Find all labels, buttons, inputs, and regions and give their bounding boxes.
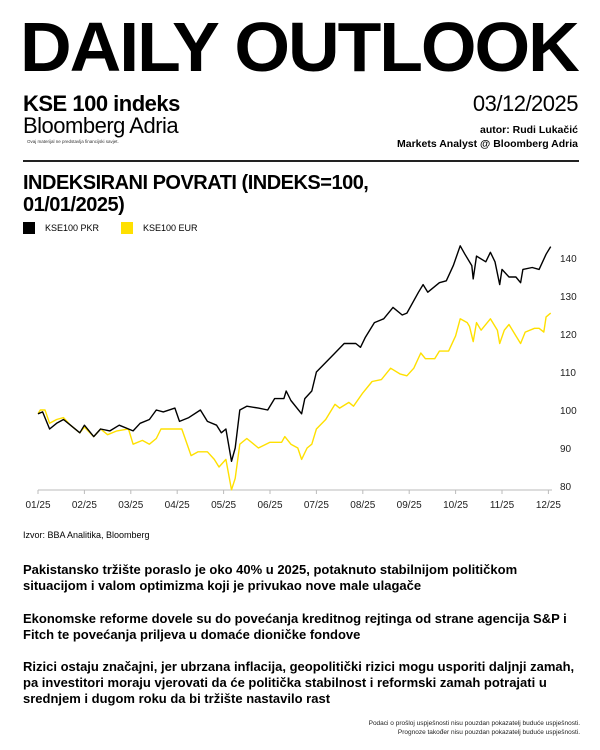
legend-item-pkr: KSE100 PKR <box>23 222 99 234</box>
legend-label: KSE100 EUR <box>143 223 198 233</box>
x-tick-label: 12/25 <box>536 500 561 511</box>
y-tick-label: 100 <box>560 406 577 417</box>
author-role: Markets Analyst @ Bloomberg Adria <box>396 138 578 150</box>
x-tick-label: 11/25 <box>490 500 515 511</box>
series-line-kse100-eur <box>37 312 552 491</box>
footer-line: Prognoze također nisu pouzdan pokazatelj… <box>397 729 580 736</box>
legend-swatch-eur <box>121 222 133 234</box>
y-tick-label: 90 <box>560 444 572 455</box>
x-tick-label: 08/25 <box>350 500 375 511</box>
x-tick-label: 07/25 <box>304 500 329 511</box>
legend-label: KSE100 PKR <box>45 223 100 233</box>
x-tick-label: 01/25 <box>25 500 50 511</box>
brand-name: Bloomberg Adria <box>23 113 179 138</box>
index-name: KSE 100 indeks <box>23 91 180 116</box>
chart-title: INDEKSIRANI POVRATI (INDEKS=100, 01/01/2… <box>23 172 369 216</box>
page-title: DAILY OUTLOOK <box>20 8 580 86</box>
footer-line: Podaci o prošloj uspješnosti nisu pouzda… <box>368 720 580 727</box>
legend-item-eur: KSE100 EUR <box>121 222 198 234</box>
y-tick-label: 140 <box>560 254 577 265</box>
x-tick-label: 10/25 <box>443 500 468 511</box>
x-tick-label: 04/25 <box>165 500 190 511</box>
x-tick-label: 02/25 <box>72 500 97 511</box>
y-tick-label: 120 <box>560 330 577 341</box>
y-tick-label: 80 <box>560 482 572 493</box>
series-line-kse100-pkr <box>37 245 552 462</box>
x-tick-label: 03/25 <box>118 500 143 511</box>
paragraph: Rizici ostaju značajni, jer ubrzana infl… <box>23 659 575 706</box>
y-tick-label: 110 <box>560 368 576 379</box>
paragraph: Pakistansko tržište poraslo je oko 40% u… <box>23 562 518 593</box>
disclaimer: Ovaj materijal ne predstavlja financijsk… <box>27 139 119 144</box>
source-note: Izvor: BBA Analitika, Bloomberg <box>23 530 150 540</box>
y-tick-label: 130 <box>560 292 577 303</box>
report-date: 03/12/2025 <box>472 91 579 116</box>
x-tick-label: 05/25 <box>211 500 236 511</box>
paragraph: Ekonomske reforme dovele su do povećanja… <box>23 611 567 642</box>
author: autor: Rudi Lukačić <box>479 124 578 136</box>
x-tick-label: 09/25 <box>397 500 422 511</box>
divider <box>23 160 579 162</box>
x-tick-label: 06/25 <box>257 500 282 511</box>
line-chart: 01/25 02/25 03/25 04/25 05/25 06/25 07/25 08/25… <box>25 245 577 511</box>
footer-disclaimer: Podaci o prošloj uspješnosti nisu pouzda… <box>369 719 580 737</box>
legend-swatch-pkr <box>23 222 35 234</box>
